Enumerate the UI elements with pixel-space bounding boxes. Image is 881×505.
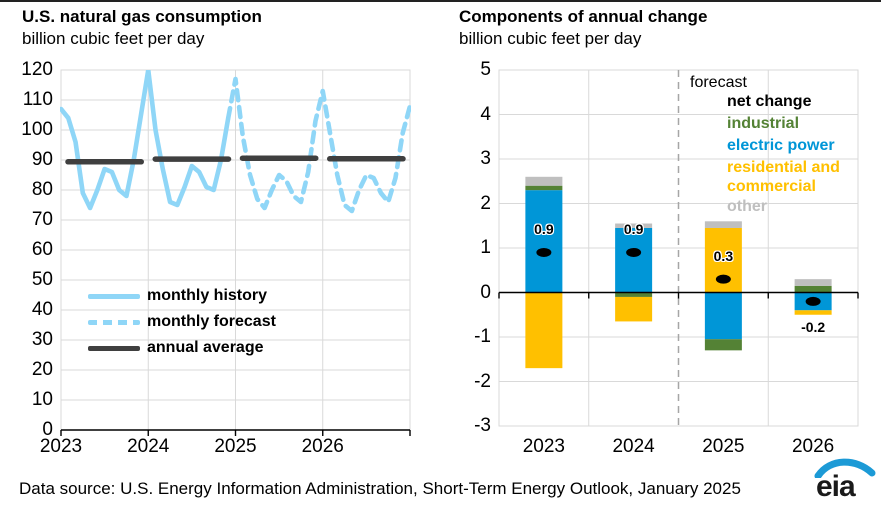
bar-segment-other-2024: [615, 223, 653, 228]
legend-residential-commercial: residential and commercial: [727, 159, 840, 195]
legend-electric-power: electric power: [727, 137, 835, 154]
legend-item-annual-average: annual average: [88, 335, 276, 361]
eia-swoosh-icon: [814, 458, 876, 478]
bar-segment-other-2026: [794, 279, 832, 286]
legend-industrial: industrial: [727, 115, 800, 132]
annual-average-line-sample: [88, 345, 140, 351]
legend-label: annual average: [147, 339, 264, 356]
monthly-history-line-sample: [88, 293, 140, 299]
legend-item-monthly-history: monthly history: [88, 283, 276, 309]
bar-segment-electric_power-2025: [704, 292, 742, 340]
bar-segment-other-2025: [704, 221, 742, 228]
right-chart-subtitle: billion cubic feet per day: [459, 29, 642, 48]
monthly-history-line: [60, 70, 231, 211]
eia-logo: eia: [814, 456, 876, 504]
data-source-note: Data source: U.S. Energy Information Adm…: [19, 479, 741, 498]
bar-segment-electric_power-2023: [525, 190, 563, 293]
left-chart-subtitle: billion cubic feet per day: [22, 29, 205, 48]
forecast-label: forecast: [690, 74, 747, 91]
net-change-marker-2026: [805, 296, 821, 306]
top-border: [0, 0, 881, 2]
net-change-marker-2023: [536, 247, 552, 257]
bar-segment-industrial-2024: [615, 292, 653, 297]
eia-logo-text: eia: [816, 470, 856, 503]
bar-segment-industrial-2023: [525, 185, 563, 191]
legend-label: monthly forecast: [147, 313, 276, 330]
net-change-marker-2024: [626, 247, 642, 257]
left-chart-title: U.S. natural gas consumption: [22, 7, 262, 26]
bar-segment-other-2023: [525, 176, 563, 186]
net-change-marker-2025: [715, 274, 731, 284]
bar-segment-residential_commercial-2023: [525, 292, 563, 369]
legend-other: other: [727, 198, 767, 215]
bar-segment-electric_power-2024: [615, 227, 653, 293]
bar-segment-residential_commercial-2024: [615, 296, 653, 322]
bar-segment-industrial-2025: [704, 339, 742, 351]
left-chart-legend: monthly history monthly forecast annual …: [88, 283, 276, 361]
bar-segment-industrial-2026: [794, 285, 832, 293]
legend-net-change: net change: [727, 93, 812, 110]
monthly-forecast-line: [225, 76, 411, 214]
legend-item-monthly-forecast: monthly forecast: [88, 309, 276, 335]
bar-segment-residential_commercial-2026: [794, 310, 832, 315]
right-chart-title: Components of annual change: [459, 7, 708, 26]
legend-label: monthly history: [147, 287, 268, 304]
monthly-forecast-line-sample: [88, 319, 140, 325]
